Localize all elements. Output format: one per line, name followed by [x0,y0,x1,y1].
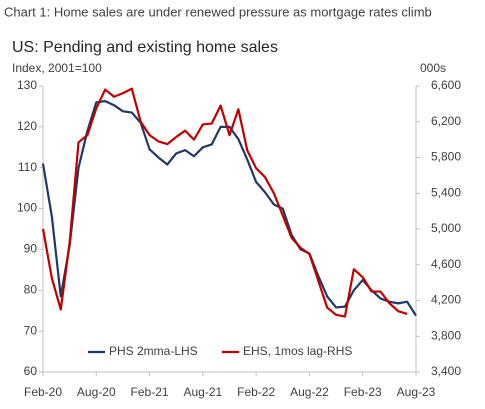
y-tick-label: 80 [24,282,38,296]
y-tick-label: 70 [24,323,38,337]
y2-tick-label: 4,200 [431,293,461,307]
x-tick-label: Feb-22 [237,385,275,399]
y-tick-label: 60 [24,364,38,378]
y2-axis-label: 000s [420,61,446,75]
y2-tick-label: 5,800 [431,150,461,164]
y-axis-label: Index, 2001=100 [12,61,102,75]
legend-label: PHS 2mma-LHS [109,344,198,358]
x-tick-label: Aug-20 [77,385,116,399]
y2-tick-label: 6,200 [431,114,461,128]
chart-title: Chart 1: Home sales are under renewed pr… [4,4,432,19]
y-tick-label: 120 [17,119,37,133]
y2-tick-label: 3,800 [431,328,461,342]
y2-tick-label: 4,600 [431,257,461,271]
y2-tick-label: 5,000 [431,221,461,235]
y2-tick-label: 6,600 [431,78,461,92]
series-line [41,100,417,317]
y-tick-label: 130 [17,78,37,92]
x-tick-label: Feb-21 [131,385,169,399]
x-tick-label: Aug-23 [397,385,436,399]
y-tick-label: 90 [24,242,38,256]
x-tick-label: Feb-20 [24,385,62,399]
legend-label: EHS, 1mos lag-RHS [243,344,352,358]
x-tick-label: Aug-21 [184,385,223,399]
x-tick-label: Aug-22 [290,385,329,399]
y2-tick-label: 3,400 [431,364,461,378]
x-tick-label: Feb-23 [344,385,382,399]
y-tick-label: 110 [18,160,37,174]
y-tick-label: 100 [17,201,37,215]
series-line [41,87,408,318]
y2-tick-label: 5,400 [431,185,461,199]
chart-subtitle: US: Pending and existing home sales [12,39,278,56]
